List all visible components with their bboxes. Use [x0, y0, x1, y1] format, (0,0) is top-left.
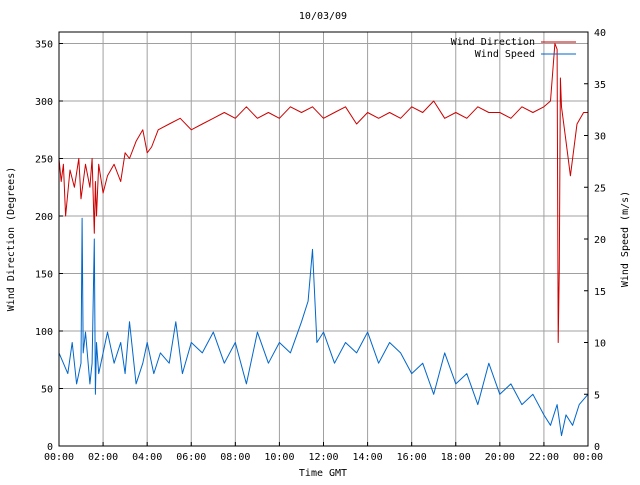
legend: Wind Direction Wind Speed: [451, 37, 576, 60]
x-tick-label: 18:00: [441, 452, 471, 463]
x-tick-label: 08:00: [220, 452, 250, 463]
chart-title: 10/03/09: [299, 11, 347, 22]
legend-label-direction: Wind Direction: [451, 37, 535, 48]
x-tick-label: 10:00: [264, 452, 294, 463]
y-right-tick-label: 5: [594, 390, 600, 401]
x-tick-label: 00:00: [44, 452, 74, 463]
y-right-tick-label: 25: [594, 183, 606, 194]
y-right-tick-label: 20: [594, 235, 606, 246]
grid-lines: [58, 32, 589, 447]
x-tick-label: 00:00: [573, 452, 603, 463]
y-left-tick-label: 350: [35, 40, 53, 51]
y-left-tick-label: 150: [35, 270, 53, 281]
y-left-tick-label: 100: [35, 327, 53, 338]
y-left-tick-label: 300: [35, 97, 53, 108]
y-right-tick-label: 30: [594, 132, 606, 143]
y-left-tick-label: 200: [35, 212, 53, 223]
x-tick-label: 22:00: [529, 452, 559, 463]
series-line-wind-direction: [58, 43, 588, 343]
y-right-tick-label: 40: [594, 28, 606, 39]
series-line-wind-speed: [58, 217, 589, 437]
y-left-tick-label: 0: [47, 442, 53, 453]
x-tick-label: 16:00: [397, 452, 427, 463]
x-tick-label: 02:00: [88, 452, 118, 463]
x-tick-label: 06:00: [176, 452, 206, 463]
series-layer: [58, 43, 589, 437]
x-tick-label: 20:00: [485, 452, 515, 463]
y-left-tick-label: 50: [41, 385, 53, 396]
y-axis-right-ticks: 0 5 10 15 20 25 30 35 40: [584, 28, 606, 453]
x-tick-label: 14:00: [353, 452, 383, 463]
y-right-tick-label: 0: [594, 442, 600, 453]
legend-label-speed: Wind Speed: [475, 49, 535, 60]
x-tick-label: 04:00: [132, 452, 162, 463]
x-axis-ticks: 00:00 02:00 04:00 06:00 08:00 10:00 12:00 14:00…: [44, 442, 603, 463]
y-right-tick-label: 15: [594, 287, 606, 298]
y-left-tick-label: 250: [35, 155, 53, 166]
y-right-tick-label: 35: [594, 80, 606, 91]
y-axis-left-ticks: 0 50 100 150 200 250 300 350: [35, 40, 63, 453]
x-axis-label: Time GMT: [299, 468, 347, 479]
y-axis-left-label: Wind Direction (Degrees): [6, 167, 17, 312]
y-axis-right-label: Wind Speed (m/s): [620, 191, 631, 287]
x-tick-label: 12:00: [308, 452, 338, 463]
y-right-tick-label: 10: [594, 339, 606, 350]
